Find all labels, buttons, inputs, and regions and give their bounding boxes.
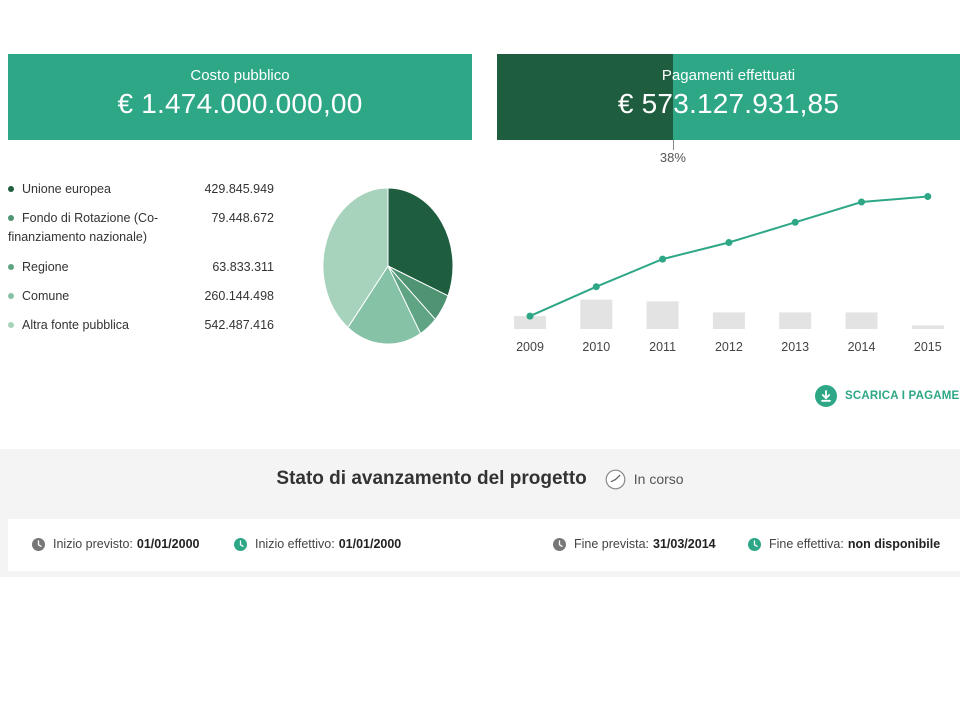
actual-start-label: Inizio effettivo: [255, 537, 335, 551]
x-tick-2014: 2014 [848, 340, 876, 354]
project-state-status: In corso [633, 471, 684, 487]
x-tick-2015: 2015 [914, 340, 942, 354]
public-cost-amount: € 1.474.000.000,00 [117, 88, 363, 119]
legend-item: Comune 260.144.498 [8, 287, 278, 316]
payment-bar-2010 [580, 299, 613, 329]
line-point-2011[interactable] [659, 255, 667, 263]
x-tick-2012: 2012 [715, 340, 743, 354]
payment-bar-2015 [911, 325, 944, 329]
payment-bar-2011 [646, 301, 679, 329]
legend-name: Comune [22, 289, 70, 303]
payments-percent-tick [672, 140, 674, 150]
project-state-row: Stato di avanzamento del progetto In cor… [0, 468, 960, 490]
clock-icon [748, 537, 761, 551]
legend-dot [8, 264, 14, 270]
planned-end-value: 31/03/2014 [653, 537, 716, 551]
legend-name: Regione [22, 260, 69, 274]
legend-name: Unione europea [22, 182, 111, 196]
public-cost-box: Costo pubblico € 1.474.000.000,00 [8, 54, 472, 140]
download-icon [815, 385, 837, 407]
actual-start-date: Inizio effettivo: 01/01/2000 [234, 537, 401, 551]
actual-end-label: Fine effettiva: [769, 537, 844, 551]
legend-dot [8, 186, 14, 192]
project-state-title: Stato di avanzamento del progetto [276, 468, 587, 489]
payments-progress-fill [497, 54, 673, 140]
planned-start-date: Inizio previsto: 01/01/2000 [32, 537, 199, 551]
download-payments-button[interactable]: SCARICA I PAGAMENTI [815, 383, 960, 409]
payments-amount: € 573.127.931,85 [617, 88, 840, 119]
legend-name: Fondo di Rotazione (Co-finanziamento naz… [8, 211, 159, 244]
funding-pie-chart [322, 187, 454, 345]
payment-bar-2009 [514, 316, 546, 329]
payments-label: Pagamenti effettuati [661, 67, 796, 84]
legend-dot [8, 322, 14, 328]
actual-end-value: non disponibile [847, 537, 941, 551]
legend-item: Regione 63.833.311 [8, 258, 278, 287]
actual-end-date: Fine effettiva: non disponibile [748, 537, 940, 551]
x-tick-2013: 2013 [781, 340, 809, 354]
legend-item: Altra fonte pubblica 542.487.416 [8, 316, 278, 345]
x-tick-2010: 2010 [582, 340, 610, 354]
funding-legend: Unione europea 429.845.949 Fondo di Rota… [8, 180, 278, 345]
clock-icon [553, 537, 566, 551]
legend-value: 260.144.498 [204, 289, 274, 303]
project-progress-section: Stato di avanzamento del progetto In cor… [0, 449, 960, 577]
line-point-2013[interactable] [791, 218, 799, 226]
x-tick-2009: 2009 [516, 340, 544, 354]
legend-value: 63.833.311 [212, 260, 274, 274]
legend-value: 79.448.672 [211, 211, 274, 225]
payment-bar-2013 [779, 312, 812, 329]
line-point-2010[interactable] [592, 283, 600, 291]
in-progress-icon [605, 469, 626, 489]
payments-box: Pagamenti effettuati € 573.127.931,85 [497, 54, 960, 140]
legend-dot [8, 215, 14, 221]
legend-value: 542.487.416 [204, 318, 274, 332]
planned-end-label: Fine prevista: [574, 537, 650, 551]
line-point-2012[interactable] [725, 239, 733, 246]
project-dates: Inizio previsto: 01/01/2000 Inizio effet… [8, 519, 960, 571]
pie-slice-0[interactable] [387, 187, 454, 297]
planned-start-label: Inizio previsto: [53, 537, 133, 551]
payments-percent: 38% [659, 150, 686, 165]
line-point-2015[interactable] [924, 193, 932, 200]
legend-name: Altra fonte pubblica [22, 318, 130, 332]
legend-dot [8, 293, 14, 299]
pie-slice-4[interactable] [322, 187, 389, 329]
legend-item: Unione europea 429.845.949 [8, 180, 278, 209]
planned-start-value: 01/01/2000 [136, 537, 200, 551]
line-point-2009[interactable] [526, 312, 534, 320]
planned-end-date: Fine prevista: 31/03/2014 [553, 537, 716, 551]
payments-line-chart: 2009 2010 2011 2012 2013 2014 2015 [514, 193, 944, 354]
payment-bar-2012 [712, 312, 745, 329]
legend-value: 429.845.949 [204, 182, 274, 196]
public-cost-label: Costo pubblico [190, 67, 290, 84]
legend-item: Fondo di Rotazione (Co-finanziamento naz… [8, 209, 278, 258]
clock-icon [234, 537, 247, 551]
download-payments-label: SCARICA I PAGAMENTI [845, 390, 960, 402]
payment-bar-2014 [845, 312, 878, 329]
cumulative-payments-line [529, 195, 928, 318]
clock-icon [32, 537, 45, 551]
line-point-2014[interactable] [858, 198, 865, 206]
x-tick-2011: 2011 [649, 340, 676, 354]
pie-slice-3[interactable] [347, 264, 422, 345]
actual-start-value: 01/01/2000 [338, 537, 402, 551]
